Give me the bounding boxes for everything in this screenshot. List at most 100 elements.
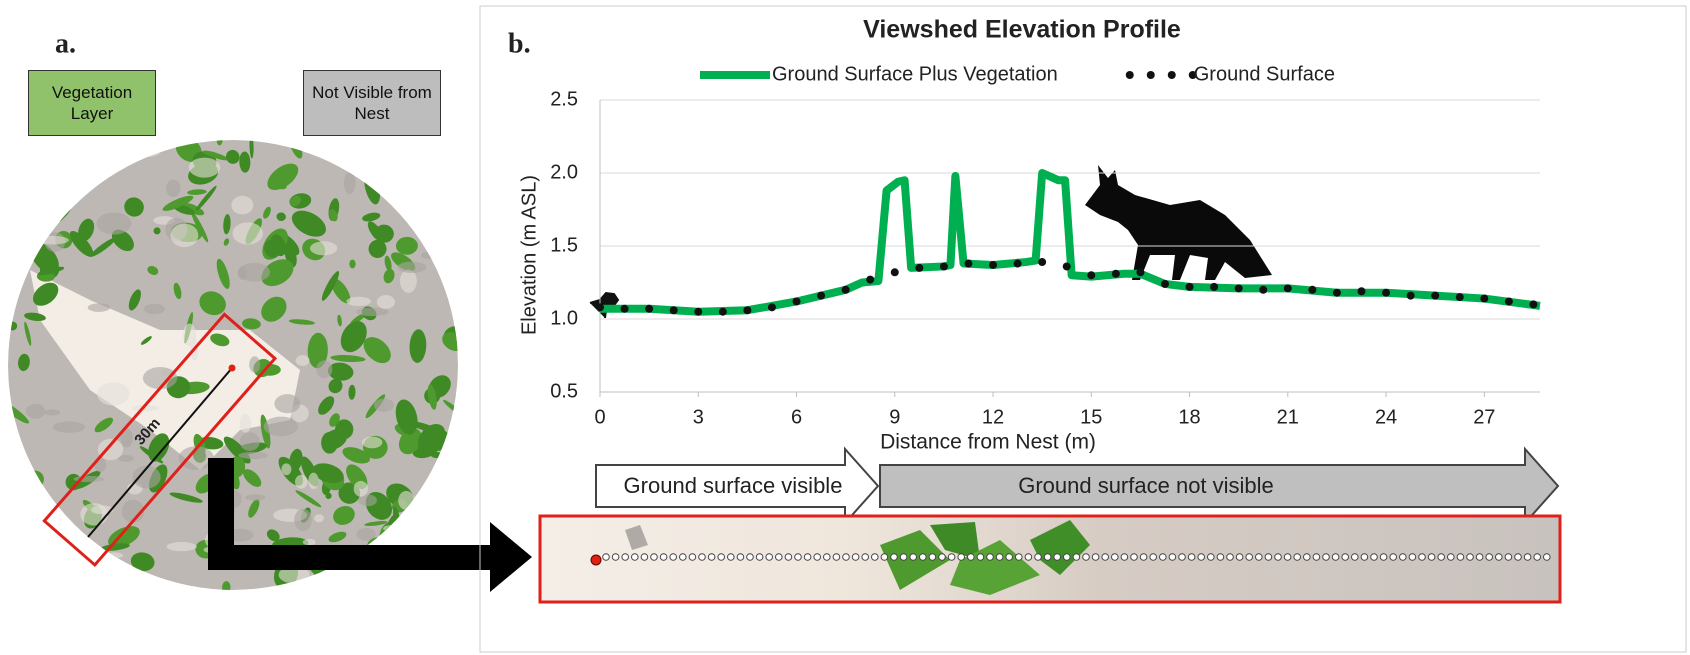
vegetation-patch <box>187 189 207 195</box>
vegetation-patch <box>291 210 326 237</box>
vegetation-patch <box>181 202 205 216</box>
vegetation-patch <box>124 197 144 217</box>
ground-patch <box>231 195 254 215</box>
sample-point <box>1235 553 1244 561</box>
sample-point <box>621 553 630 561</box>
data-point <box>1504 297 1513 306</box>
sample-point <box>871 553 879 561</box>
sample-point <box>1437 553 1445 561</box>
vegetation-patch <box>17 575 37 590</box>
vegetation-patch <box>85 565 102 584</box>
sample-point <box>1312 553 1321 561</box>
sample-point <box>1226 553 1234 561</box>
vegetation-patch <box>147 266 159 275</box>
panel-label: a. <box>55 28 76 59</box>
vegetation-patch <box>395 236 418 255</box>
vegetation-patch <box>261 259 294 287</box>
y-tick-label: 2.5 <box>550 88 578 110</box>
x-tick-label: 27 <box>1473 406 1495 428</box>
vegetation-patch <box>409 421 441 434</box>
x-tick-label: 18 <box>1178 406 1200 428</box>
ground-patch <box>166 179 181 197</box>
vegetation-patch <box>304 579 317 584</box>
sample-point <box>1245 553 1253 561</box>
sample-point <box>1283 553 1292 561</box>
ground-patch <box>91 505 114 515</box>
sample-point <box>1514 553 1522 561</box>
vegetation-patch <box>374 224 394 243</box>
sample-point <box>1043 553 1052 561</box>
profile-strip <box>540 516 1560 602</box>
vegetation-patch <box>22 499 36 519</box>
ground-patch <box>395 178 414 196</box>
vegetation-patch <box>140 336 152 345</box>
sample-point <box>1005 553 1014 561</box>
series-line <box>600 169 1541 316</box>
nest <box>228 364 236 372</box>
vegetation-patch <box>433 175 448 193</box>
vegetation-patch <box>223 214 231 235</box>
vegetation-patch <box>342 447 371 464</box>
vegetation-patch <box>248 499 260 518</box>
vegetation-patch <box>128 289 141 311</box>
vegetation-patch <box>9 475 32 499</box>
data-point <box>1087 271 1096 280</box>
sample-point <box>928 553 937 561</box>
sample-point <box>1418 553 1426 561</box>
sample-point <box>1101 553 1109 561</box>
sample-point <box>1408 553 1417 561</box>
x-tick-label: 21 <box>1277 406 1299 428</box>
vegetation-patch <box>427 384 437 410</box>
ground-patch <box>422 496 432 505</box>
x-tick-label: 6 <box>791 406 802 428</box>
vegetation-patch <box>325 492 332 499</box>
legend-marker <box>1167 71 1176 79</box>
legend-label: Ground Surface Plus Vegetation <box>772 63 1058 85</box>
sample-point <box>1139 553 1148 561</box>
sample-point <box>1149 553 1157 561</box>
data-point <box>1406 291 1415 300</box>
vegetation-patch <box>428 508 455 529</box>
vegetation-patch <box>260 414 271 449</box>
legend-box: Not Visible from Nest <box>303 70 441 136</box>
vegetation-patch <box>443 399 458 417</box>
sample-point <box>1197 553 1205 561</box>
vegetation-patch <box>434 523 444 535</box>
vegetation-patch <box>263 206 271 219</box>
ground-patch <box>52 421 85 433</box>
sample-point <box>1533 553 1541 561</box>
ground-patch <box>238 262 271 282</box>
sample-point <box>669 553 678 561</box>
vegetation-patch <box>331 278 351 304</box>
vegetation-patch <box>348 384 356 400</box>
vegetation-patch <box>20 172 27 181</box>
ground-patch <box>245 494 266 501</box>
sample-point <box>1427 553 1436 561</box>
vegetation-patch <box>276 212 286 222</box>
vegetation-patch <box>153 227 161 235</box>
vegetation-patch <box>452 151 458 162</box>
vegetation-patch <box>409 187 438 211</box>
sample-point <box>765 553 774 561</box>
ground-patch <box>104 552 124 559</box>
sample-point <box>1034 553 1042 561</box>
vegetation-patch <box>8 515 33 541</box>
vegetation-patch <box>130 552 155 572</box>
sample-point <box>640 553 649 561</box>
sample-point <box>1264 553 1273 561</box>
x-tick-label: 15 <box>1080 406 1102 428</box>
vegetation-patch <box>18 353 30 372</box>
vegetation-patch <box>210 333 230 347</box>
vegetation-patch <box>335 419 354 440</box>
vegetation-patch <box>242 318 261 330</box>
vegetation-patch <box>202 150 229 161</box>
sample-point <box>688 553 697 561</box>
strip-frame <box>538 514 1562 604</box>
data-point <box>1357 287 1366 296</box>
sample-point <box>832 553 841 561</box>
vegetation-patch <box>328 531 347 543</box>
data-point <box>1529 300 1538 309</box>
sample-point <box>1504 553 1513 561</box>
sample-point <box>1178 553 1186 561</box>
vegetation-patch <box>395 399 418 435</box>
